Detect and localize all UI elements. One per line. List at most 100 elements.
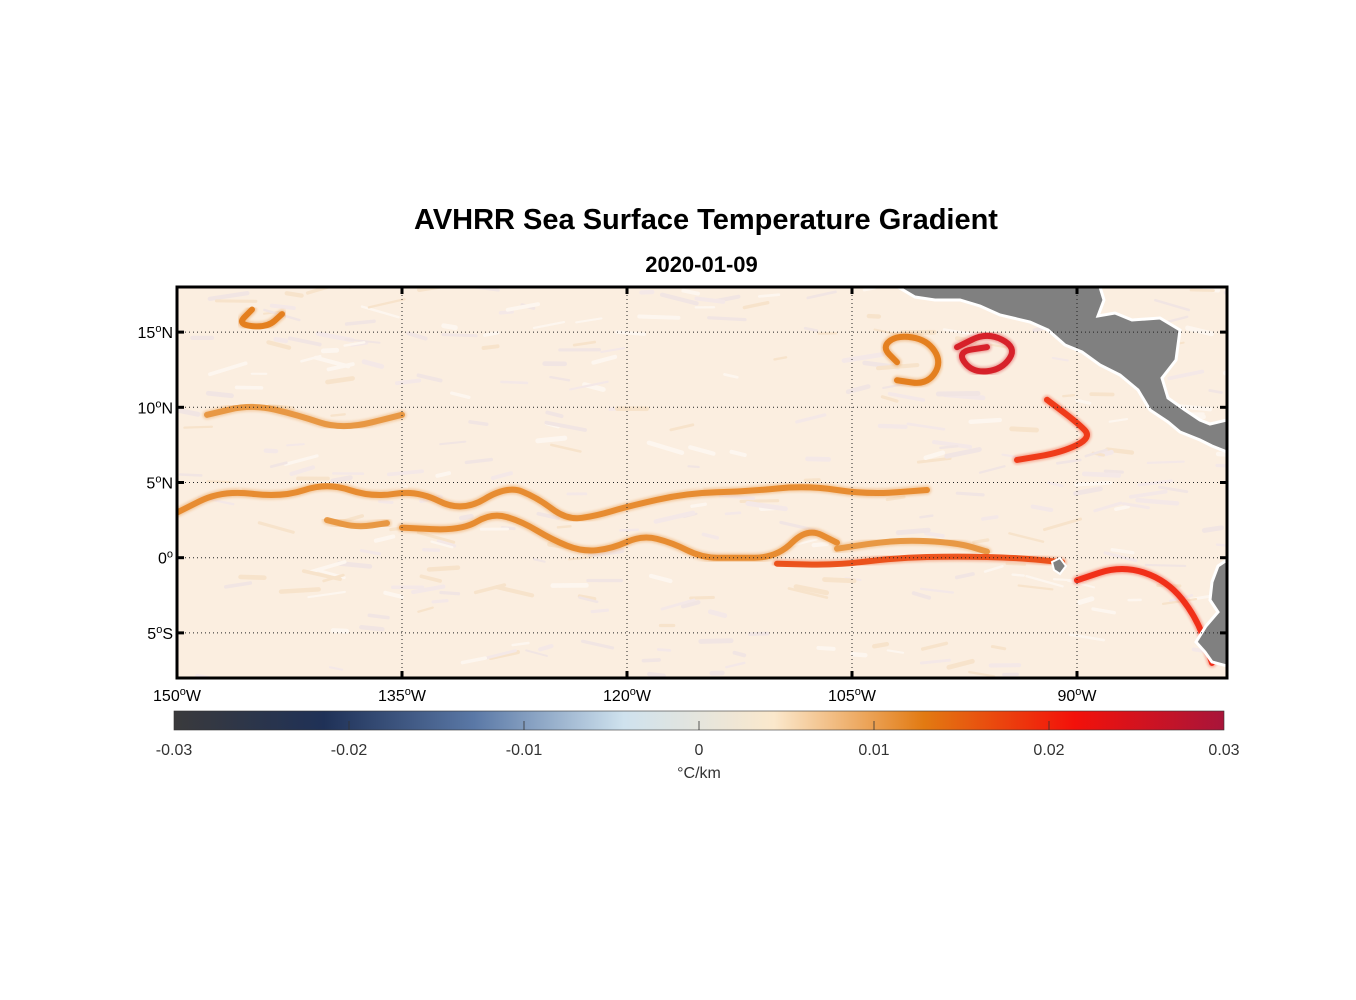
colorbar-tick-label: -0.02 bbox=[331, 742, 368, 759]
texture-streak bbox=[942, 328, 979, 337]
texture-streak bbox=[1137, 479, 1174, 487]
texture-streak bbox=[968, 670, 996, 678]
texture-streak bbox=[406, 331, 428, 341]
texture-streak bbox=[1093, 501, 1123, 513]
texture-streak bbox=[550, 443, 582, 453]
texture-streak bbox=[205, 390, 234, 399]
texture-streak bbox=[567, 556, 593, 561]
texture-streak bbox=[416, 530, 456, 544]
texture-streak bbox=[439, 440, 467, 446]
texture-streak bbox=[177, 407, 201, 417]
texture-streak bbox=[694, 296, 726, 304]
texture-streak bbox=[681, 288, 700, 296]
texture-streak bbox=[544, 420, 587, 432]
texture-streak bbox=[441, 333, 478, 338]
texture-streak bbox=[745, 500, 788, 512]
texture-streak bbox=[919, 514, 934, 519]
texture-streak bbox=[330, 413, 346, 417]
colorbar-tick-label: 0.03 bbox=[1208, 742, 1239, 759]
texture-streak bbox=[1066, 579, 1096, 589]
texture-streak bbox=[577, 594, 597, 601]
texture-streak bbox=[263, 448, 279, 454]
texture-streak bbox=[669, 423, 695, 432]
texture-streak bbox=[394, 378, 422, 386]
texture-streak bbox=[822, 577, 857, 584]
texture-streak bbox=[1084, 448, 1108, 458]
texture-streak bbox=[793, 584, 830, 596]
texture-streak bbox=[990, 343, 1008, 349]
texture-streak bbox=[871, 641, 890, 649]
texture-streak bbox=[1042, 517, 1083, 532]
texture-streak bbox=[653, 510, 696, 524]
texture-streak bbox=[811, 541, 830, 548]
texture-streak bbox=[1110, 548, 1135, 555]
texture-streak bbox=[845, 384, 871, 395]
texture-streak bbox=[590, 608, 610, 614]
texture-streak bbox=[430, 540, 454, 549]
texture-streak bbox=[803, 326, 819, 332]
texture-streak bbox=[422, 548, 441, 553]
texture-streak bbox=[1135, 497, 1180, 506]
colorbar-ticks: -0.03 -0.02 -0.01 0 0.01 0.02 0.03 bbox=[156, 721, 1240, 759]
texture-streak bbox=[307, 590, 346, 599]
texture-streak bbox=[490, 471, 513, 481]
texture-streak bbox=[532, 320, 566, 330]
texture-streak bbox=[1011, 573, 1025, 577]
texture-streak bbox=[377, 499, 394, 505]
texture-streak bbox=[1103, 469, 1124, 474]
texture-streak bbox=[343, 341, 366, 347]
texture-streak bbox=[850, 651, 868, 658]
colorbar-tick-label: 0.02 bbox=[1033, 742, 1064, 759]
texture-streak bbox=[416, 373, 443, 383]
texture-streak bbox=[680, 600, 701, 609]
texture-streak bbox=[647, 671, 666, 678]
texture-streak bbox=[435, 471, 452, 478]
texture-streak bbox=[916, 456, 952, 464]
texture-streak bbox=[575, 317, 603, 324]
colorbar-tick-label: 0 bbox=[695, 742, 704, 759]
texture-streak bbox=[955, 491, 985, 497]
texture-streak bbox=[1108, 417, 1129, 423]
front-line bbox=[204, 403, 405, 430]
front-line bbox=[399, 512, 840, 561]
texture-streak bbox=[1144, 563, 1187, 567]
texture-streak bbox=[1154, 298, 1191, 312]
texture-streak bbox=[725, 661, 746, 669]
texture-streak bbox=[773, 356, 788, 361]
texture-streak bbox=[1146, 460, 1185, 465]
texture-streak bbox=[791, 538, 818, 547]
texture-streak bbox=[648, 573, 673, 584]
texture-streak bbox=[344, 338, 381, 344]
texture-streak bbox=[980, 515, 999, 521]
texture-streak bbox=[439, 590, 461, 596]
texture-streak bbox=[1201, 525, 1225, 533]
texture-streak bbox=[426, 565, 461, 572]
texture-streak bbox=[545, 410, 564, 419]
texture-streak bbox=[373, 534, 396, 543]
texture-streak bbox=[887, 391, 926, 402]
texture-streak bbox=[359, 549, 382, 556]
texture-streak bbox=[690, 502, 707, 508]
texture-streak bbox=[330, 628, 350, 634]
colorbar-tick-label: -0.03 bbox=[156, 742, 193, 759]
texture-streak bbox=[208, 361, 248, 377]
texture-streak bbox=[885, 495, 906, 502]
texture-streak bbox=[431, 598, 449, 604]
texture-streak bbox=[536, 511, 560, 520]
front-line bbox=[1074, 565, 1215, 666]
texture-streak bbox=[1215, 463, 1227, 468]
texture-streak bbox=[618, 528, 640, 532]
texture-streak bbox=[1077, 596, 1095, 605]
texture-streak bbox=[411, 584, 446, 595]
texture-streak bbox=[500, 380, 529, 385]
texture-streak bbox=[330, 475, 353, 484]
texture-streak bbox=[269, 303, 296, 311]
lon-tick-label: 135oW bbox=[378, 686, 427, 705]
texture-streak bbox=[1062, 393, 1076, 398]
texture-streak bbox=[436, 539, 457, 548]
chart-title: AVHRR Sea Surface Temperature Gradient bbox=[414, 204, 998, 236]
texture-streak bbox=[919, 587, 955, 594]
front-line bbox=[239, 306, 285, 330]
texture-streak bbox=[257, 521, 295, 534]
texture-streak bbox=[983, 565, 1004, 573]
